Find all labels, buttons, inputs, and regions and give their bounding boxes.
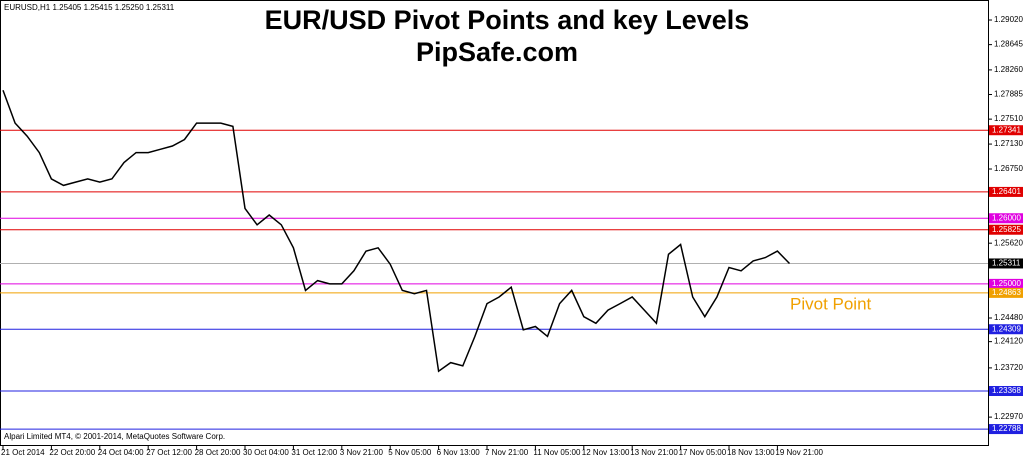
x-tick-label: 31 Oct 12:00 [291,448,337,457]
level-label: 1.24309 [992,324,1021,333]
chart-subtitle: PipSafe.com [416,37,578,67]
y-tick-label: 1.27130 [994,139,1023,148]
level-label: 1.23368 [992,386,1021,395]
x-tick-label: 18 Nov 13:00 [727,448,775,457]
y-tick-label: 1.28645 [994,40,1023,49]
plot-frame [0,0,989,446]
level-box [989,424,1023,435]
level-box [989,258,1023,269]
footer: Alpari Limited MT4, © 2001-2014, MetaQuo… [4,432,225,441]
level-label: 1.25825 [992,225,1021,234]
x-tick-label: 30 Oct 04:00 [243,448,289,457]
x-tick-label: 17 Nov 05:00 [679,448,727,457]
x-tick-label: 3 Nov 21:00 [340,448,384,457]
y-tick-label: 1.23720 [994,363,1023,372]
level-box [989,224,1023,235]
level-box [989,278,1023,289]
level-label: 1.27341 [992,125,1021,134]
level-label: 1.26000 [992,213,1021,222]
level-label: 1.22788 [992,424,1021,433]
level-box [989,186,1023,197]
x-tick-label: 27 Oct 12:00 [146,448,192,457]
x-tick-label: 28 Oct 20:00 [195,448,241,457]
x-tick-label: 24 Oct 04:00 [98,448,144,457]
y-tick-label: 1.27885 [994,90,1023,99]
level-label: 1.24863 [992,288,1021,297]
level-box [989,324,1023,335]
level-box [989,213,1023,224]
level-box [989,125,1023,136]
y-tick-label: 1.28260 [994,65,1023,74]
x-tick-label: 11 Nov 05:00 [533,448,581,457]
level-box [989,385,1023,396]
price-line [2,90,791,373]
y-tick-label: 1.26750 [994,164,1023,173]
y-tick-label: 1.27510 [994,114,1023,123]
chart-title: EUR/USD Pivot Points and key Levels [265,5,750,35]
x-tick-label: 21 Oct 2014 [1,448,45,457]
level-box [989,287,1023,298]
level-label: 1.25311 [992,259,1021,268]
symbol-info: EURUSD,H1 1.25405 1.25415 1.25250 1.2531… [4,3,175,12]
y-tick-label: 1.29020 [994,15,1023,24]
level-label: 1.25000 [992,279,1021,288]
x-tick-label: 12 Nov 13:00 [582,448,630,457]
x-tick-label: 22 Oct 20:00 [49,448,95,457]
y-tick-label: 1.25620 [994,238,1023,247]
x-tick-label: 19 Nov 21:00 [775,448,823,457]
y-tick-label: 1.24480 [994,313,1023,322]
level-label: 1.26401 [992,187,1021,196]
annotation: Pivot Point [790,294,872,313]
x-tick-label: 13 Nov 21:00 [630,448,678,457]
y-tick-label: 1.24120 [994,337,1023,346]
y-tick-label: 1.22970 [994,412,1023,421]
x-tick-label: 5 Nov 05:00 [388,448,432,457]
x-tick-label: 7 Nov 21:00 [485,448,529,457]
x-tick-label: 6 Nov 13:00 [437,448,481,457]
